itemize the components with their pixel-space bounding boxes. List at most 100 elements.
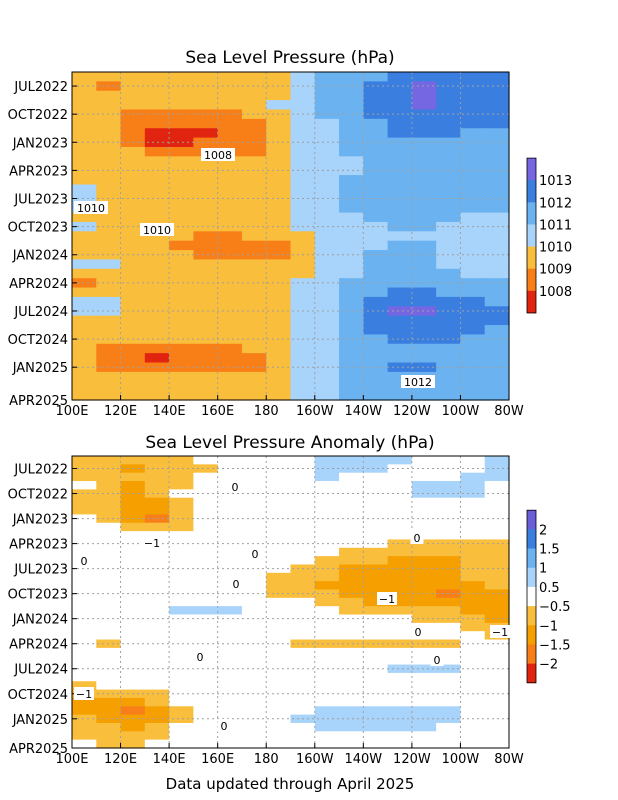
heatmap-cell <box>387 689 413 699</box>
heatmap-cell <box>339 506 364 515</box>
heatmap-cell <box>436 343 462 354</box>
heatmap-cell <box>217 306 243 317</box>
y-tick-label: JUL2022 <box>13 463 68 478</box>
heatmap-cell <box>96 631 122 641</box>
slp-plot-frame <box>71 71 510 401</box>
heatmap-cell <box>193 522 219 532</box>
heatmap-cell <box>387 165 413 176</box>
colorbar-frame <box>526 157 537 314</box>
heatmap-cell <box>169 639 194 649</box>
heatmap-cell <box>169 481 194 490</box>
heatmap-cell <box>290 146 316 157</box>
heatmap-cell <box>387 362 413 373</box>
heatmap-cell <box>169 156 194 167</box>
heatmap-cell <box>217 296 243 307</box>
heatmap-cell <box>484 381 510 392</box>
heatmap-cell <box>484 212 510 223</box>
heatmap-cell <box>217 156 243 167</box>
heatmap-cell <box>193 672 219 682</box>
heatmap-cell <box>436 522 462 532</box>
heatmap-cell <box>460 156 486 167</box>
heatmap-cell <box>290 739 316 749</box>
heatmap-cell <box>120 381 146 392</box>
heatmap-cell <box>96 572 122 582</box>
heatmap-cell <box>241 639 267 649</box>
heatmap-cell <box>411 681 437 691</box>
heatmap-cell <box>411 547 437 557</box>
heatmap-cell <box>169 90 194 101</box>
heatmap-cell <box>387 128 413 139</box>
heatmap-cell <box>436 146 462 157</box>
heatmap-cell <box>217 137 243 148</box>
heatmap-cell <box>484 672 510 682</box>
heatmap-cell <box>72 165 97 176</box>
heatmap-cell <box>339 739 364 749</box>
heatmap-cell <box>144 706 170 716</box>
heatmap-cell <box>411 231 437 242</box>
heatmap-cell <box>241 203 267 214</box>
heatmap-cell <box>314 656 340 666</box>
heatmap-cell <box>193 506 219 515</box>
heatmap-cell <box>411 137 437 148</box>
heatmap-cell <box>436 739 462 749</box>
heatmap-cell <box>314 390 340 401</box>
heatmap-cell <box>193 231 219 242</box>
colorbar-swatch <box>527 586 536 607</box>
heatmap-cell <box>484 231 510 242</box>
heatmap-cell <box>241 193 267 204</box>
heatmap-cell <box>484 522 510 532</box>
heatmap-cell <box>169 456 194 465</box>
heatmap-cell <box>460 697 486 707</box>
heatmap-cell <box>266 722 292 732</box>
heatmap-cell <box>436 90 462 101</box>
heatmap-cell <box>241 100 267 111</box>
heatmap-cell <box>484 325 510 335</box>
heatmap-cell <box>169 472 194 482</box>
heatmap-cell <box>387 334 413 345</box>
x-tick-label: 120E <box>104 752 137 767</box>
y-tick-label: APR2023 <box>9 538 68 553</box>
heatmap-cell <box>144 522 170 532</box>
y-tick-label: JUL2024 <box>13 305 68 320</box>
heatmap-cell <box>144 231 170 242</box>
heatmap-cell <box>460 722 486 732</box>
heatmap-cell <box>363 343 389 354</box>
heatmap-cell <box>72 464 97 474</box>
heatmap-cell <box>363 647 389 657</box>
heatmap-cell <box>120 672 146 682</box>
heatmap-cell <box>120 184 146 195</box>
heatmap-cell <box>484 656 510 666</box>
heatmap-cell <box>241 597 267 607</box>
heatmap-cell <box>72 381 97 392</box>
heatmap-cell <box>411 722 437 732</box>
heatmap-cell <box>387 606 413 616</box>
heatmap-cell <box>436 296 462 307</box>
heatmap-cell <box>72 231 97 242</box>
colorbar-label: 1012 <box>539 196 572 211</box>
heatmap-cell <box>363 714 389 724</box>
y-tick-label: JAN2025 <box>12 713 68 728</box>
heatmap-cell <box>411 193 437 204</box>
heatmap-cell <box>484 581 510 591</box>
y-tick-label: JAN2024 <box>12 613 68 628</box>
heatmap-cell <box>217 221 243 232</box>
heatmap-cell <box>436 481 462 490</box>
contour-label: 0 <box>414 532 421 545</box>
heatmap-cell <box>460 325 486 335</box>
heatmap-cell <box>241 296 267 307</box>
colorbar-swatch <box>527 548 536 569</box>
heatmap-cell <box>484 90 510 101</box>
heatmap-cell <box>290 556 316 566</box>
heatmap-cell <box>266 522 292 532</box>
heatmap-cell <box>436 212 462 223</box>
heatmap-cell <box>169 489 194 499</box>
heatmap-cell <box>144 353 170 364</box>
heatmap-cell <box>363 631 389 641</box>
heatmap-cell <box>144 100 170 111</box>
heatmap-cell <box>120 240 146 251</box>
heatmap-cell <box>339 731 364 741</box>
heatmap-cell <box>169 672 194 682</box>
heatmap-cell <box>217 489 243 499</box>
heatmap-cell <box>193 531 219 541</box>
heatmap-cell <box>411 506 437 515</box>
